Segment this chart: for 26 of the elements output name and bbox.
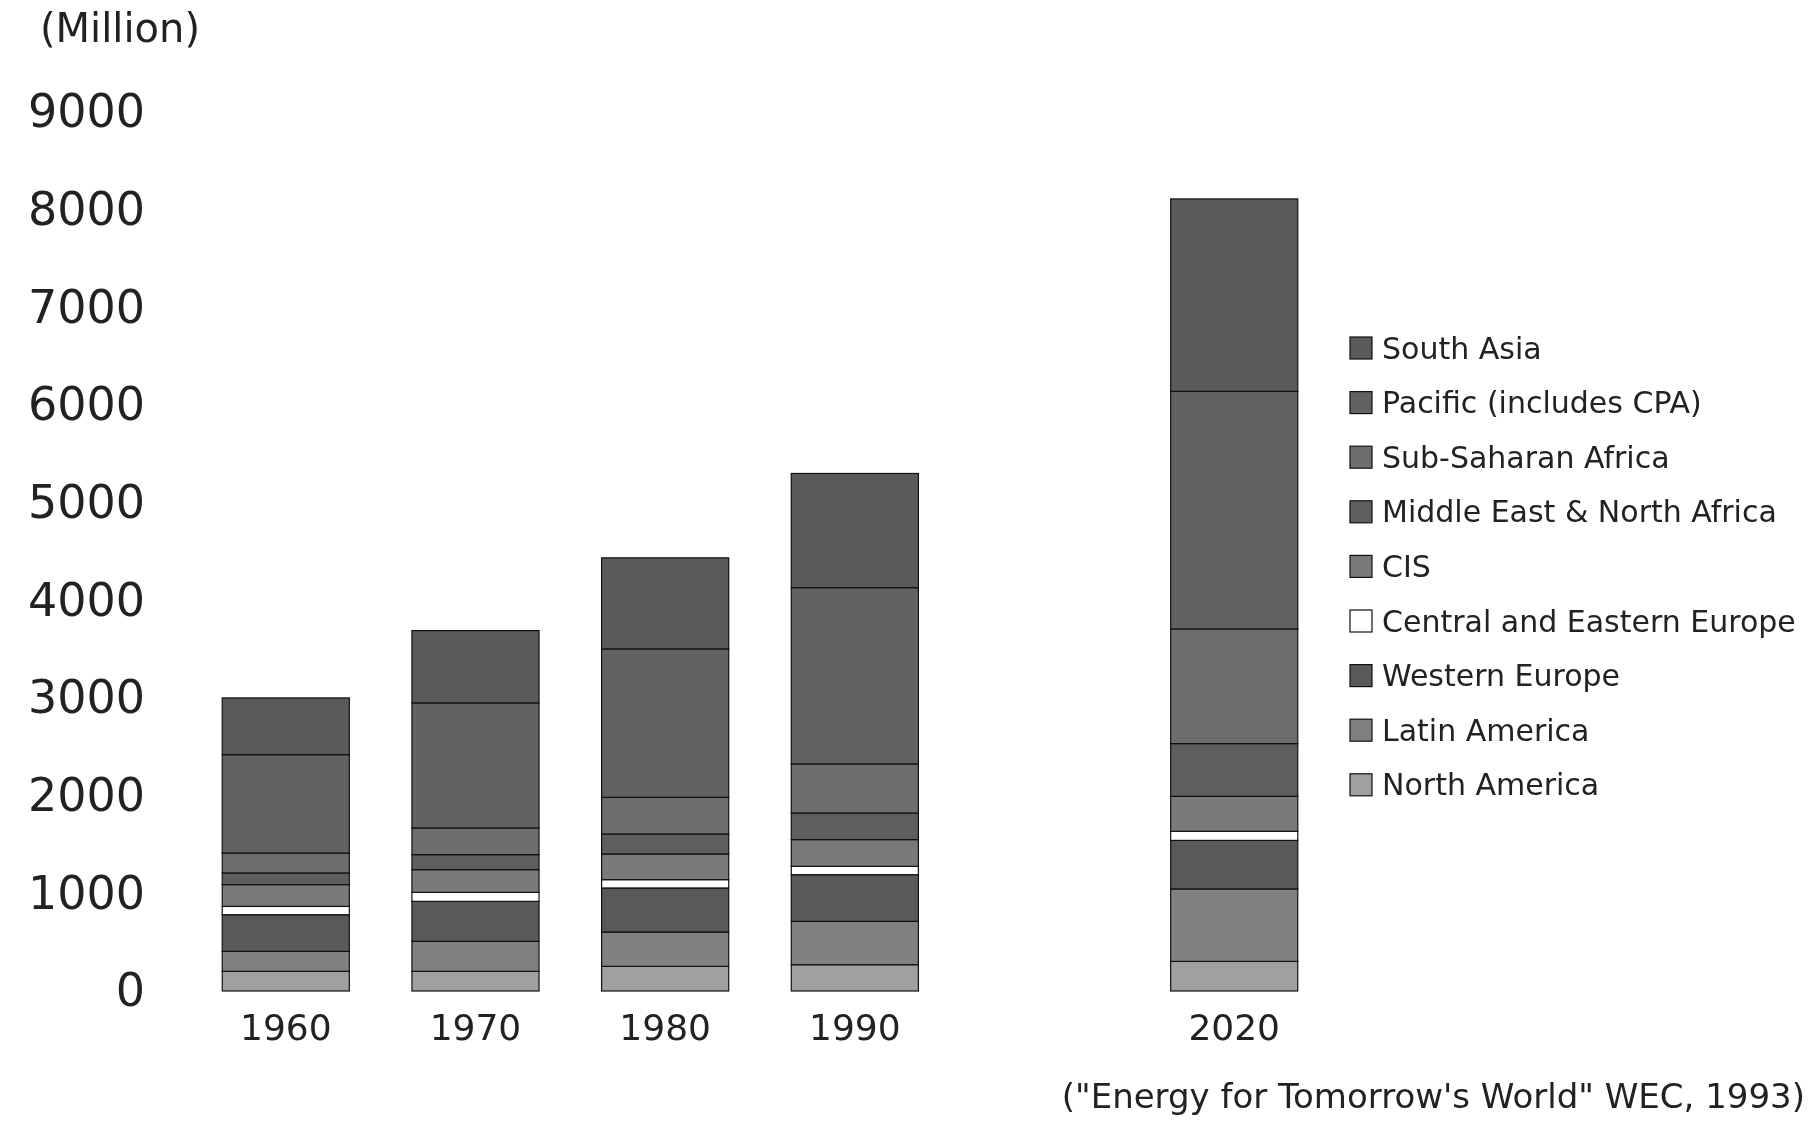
legend-label: Western Europe	[1382, 658, 1621, 694]
legend-label: North America	[1382, 767, 1600, 803]
y-tick-label: 4000	[27, 572, 145, 627]
legend-label: Pacific (includes CPA)	[1382, 385, 1702, 421]
legend-label: Sub-Saharan Africa	[1382, 439, 1670, 475]
y-tick-label: 7000	[27, 279, 145, 334]
y-tick-label: 6000	[27, 377, 145, 432]
legend-label: South Asia	[1382, 330, 1542, 366]
y-tick-label: 2000	[27, 767, 145, 822]
y-tick-label: 9000	[27, 84, 145, 139]
x-tick-label: 2020	[1188, 1007, 1281, 1048]
y-axis-title: (Million)	[40, 5, 200, 51]
legend-label: Latin America	[1382, 712, 1590, 748]
x-tick-label: 1990	[809, 1007, 901, 1048]
y-tick-label: 1000	[27, 865, 145, 920]
x-tick-label: 1960	[239, 1007, 332, 1048]
y-tick-label: 0	[115, 963, 145, 1018]
legend-label: Middle East & North Africa	[1382, 494, 1777, 530]
x-tick-label: 1980	[619, 1007, 711, 1048]
y-tick-label: 5000	[27, 474, 145, 529]
y-tick-label: 8000	[27, 181, 145, 236]
legend-label: Central and Eastern Europe	[1382, 603, 1796, 639]
text: ("Energy for Tomorrow's World" WEC, 1993)	[1061, 1076, 1805, 1116]
legend-label: CIS	[1382, 548, 1431, 584]
x-tick-label: 1970	[429, 1007, 522, 1048]
y-tick-label: 3000	[27, 670, 145, 725]
